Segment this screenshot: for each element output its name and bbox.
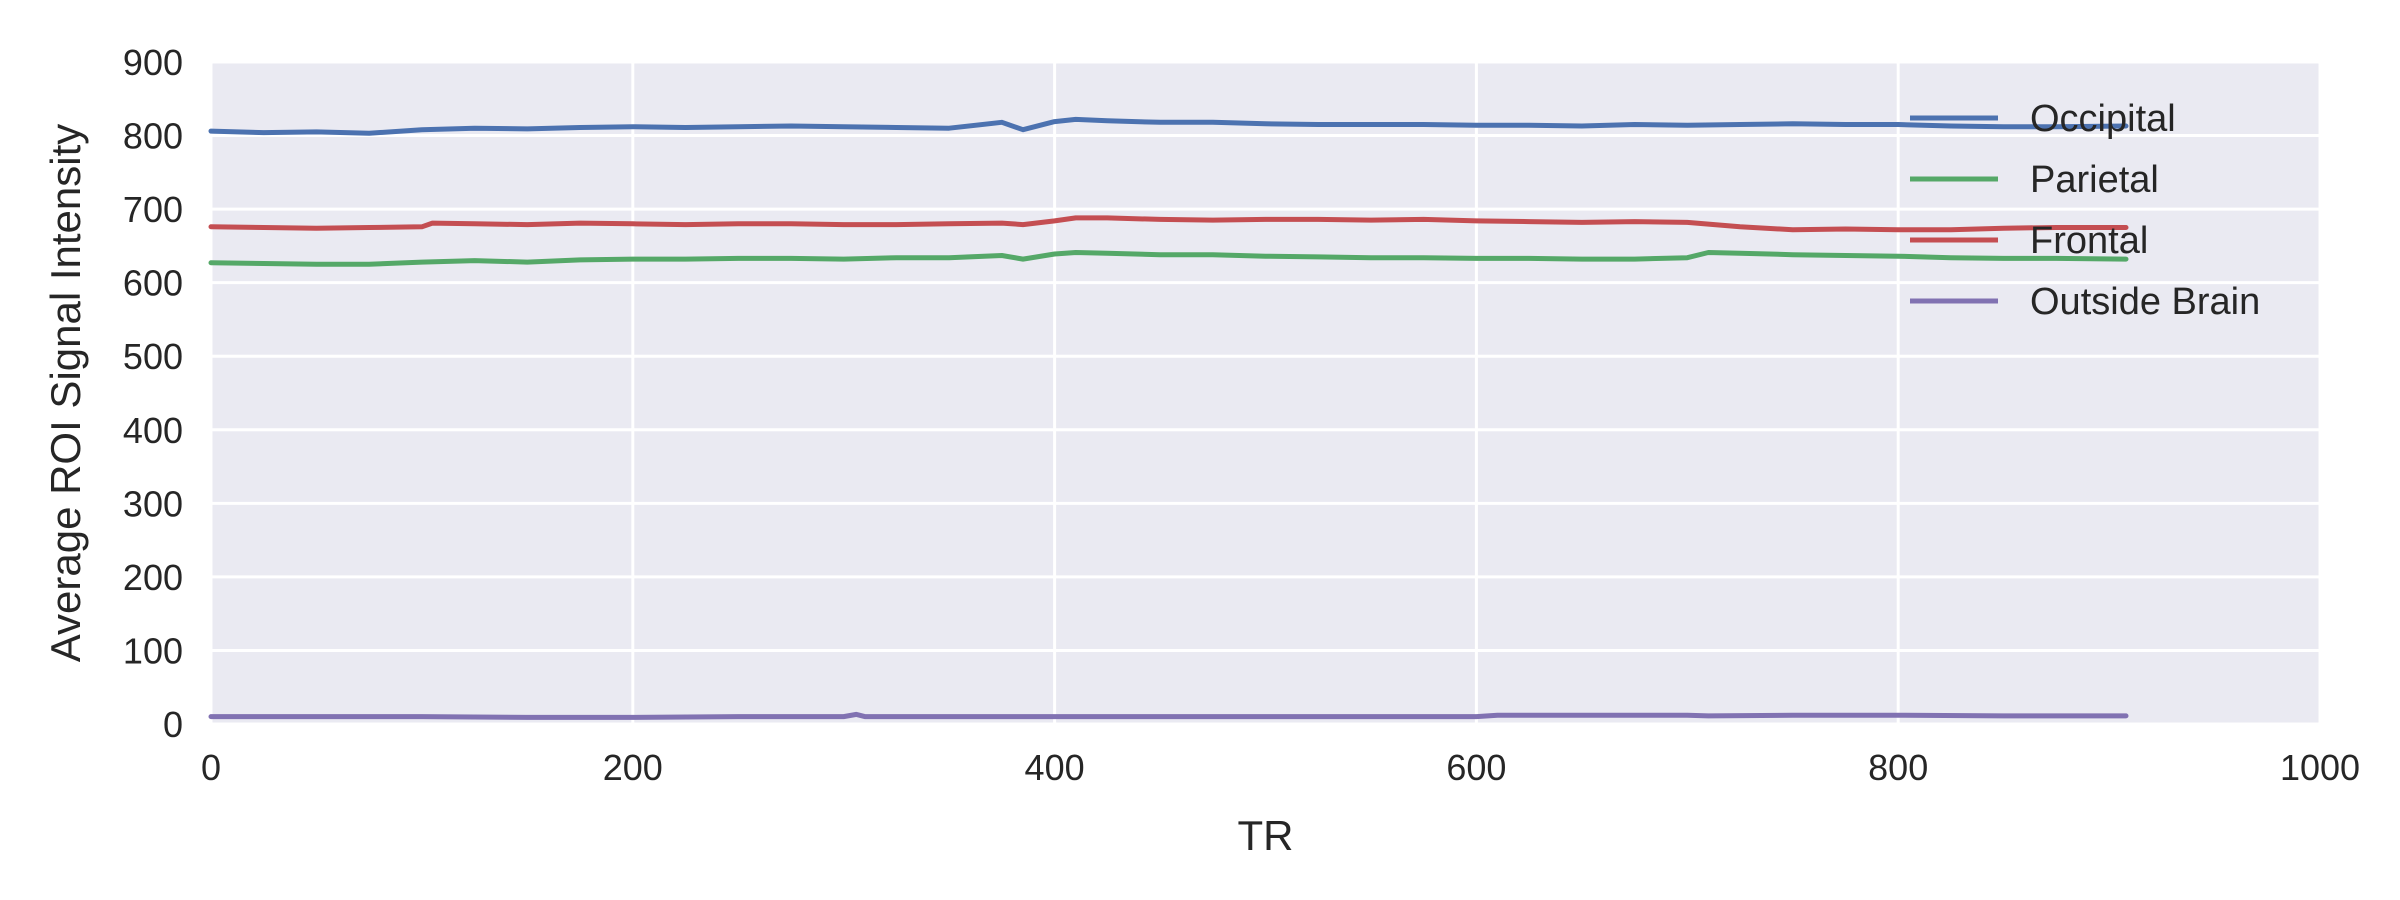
x-tick-label: 1000 — [2280, 747, 2360, 788]
legend: Occipital Parietal Frontal Outside Brain — [1910, 98, 2260, 323]
y-tick-label: 700 — [123, 189, 183, 230]
gridlines — [209, 60, 2322, 726]
series-lines — [208, 116, 2129, 720]
y-tick-label: 800 — [123, 116, 183, 157]
x-tick-label: 400 — [1025, 747, 1085, 788]
y-tick-label: 500 — [123, 336, 183, 377]
legend-label: Frontal — [2030, 220, 2148, 262]
y-tick-label: 600 — [123, 263, 183, 304]
y-tick-label: 400 — [123, 410, 183, 451]
x-tick-label: 200 — [603, 747, 663, 788]
x-axis-label: TR — [1238, 812, 1294, 859]
legend-label: Parietal — [2030, 159, 2159, 201]
y-tick-label: 300 — [123, 483, 183, 524]
legend-label: Outside Brain — [2030, 281, 2260, 323]
series-line-4 — [208, 711, 2129, 720]
series-line-2 — [208, 250, 2129, 267]
x-tick-label: 0 — [201, 747, 221, 788]
x-tick-label: 600 — [1446, 747, 1506, 788]
y-axis-label: Average ROI Signal Intensity — [42, 124, 89, 663]
y-tick-label: 100 — [123, 630, 183, 671]
series-line-3 — [208, 215, 2129, 233]
y-tick-label: 0 — [163, 704, 183, 745]
x-axis-ticks: 0 200 400 600 800 1000 — [201, 747, 2360, 788]
legend-label: Occipital — [2030, 98, 2176, 140]
y-axis-ticks: 0 100 200 300 400 500 600 700 800 900 — [123, 42, 183, 745]
x-tick-label: 800 — [1868, 747, 1928, 788]
plot-area — [211, 62, 2320, 724]
y-tick-label: 200 — [123, 557, 183, 598]
series-line-1 — [208, 116, 2129, 136]
y-tick-label: 900 — [123, 42, 183, 83]
